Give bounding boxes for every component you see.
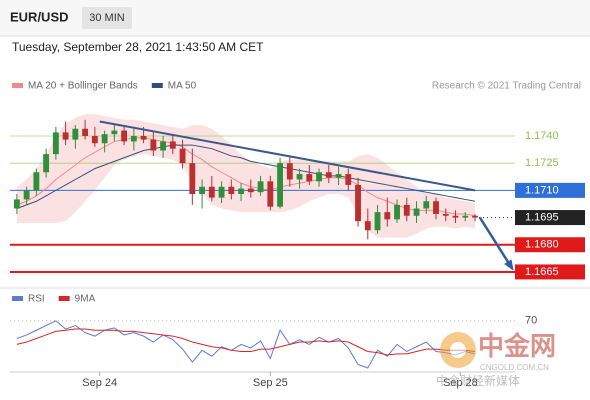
candle-body (228, 186, 235, 194)
candle-body (208, 186, 215, 198)
candle-body (355, 184, 361, 222)
watermark-name: 中金网 (478, 331, 556, 361)
candle-body (72, 128, 79, 140)
rsi-tick-label: 70 (525, 315, 537, 327)
moving-average (16, 144, 476, 209)
candle-body (462, 215, 469, 218)
candle-body (374, 212, 381, 231)
candle-body (277, 163, 283, 207)
rsi-line (16, 328, 476, 356)
timeframe: 30 MIN (89, 12, 125, 24)
candle-body (101, 134, 108, 144)
candle-body (306, 174, 313, 182)
level-label: 1.1665 (525, 266, 559, 278)
candle-body (452, 215, 459, 218)
candle-body (247, 188, 254, 193)
candle-body (316, 172, 322, 182)
level-label: 1.1710 (525, 184, 559, 196)
candle-body (325, 172, 332, 178)
subtitle: Tuesday, September 28, 2021 1:43:50 AM C… (12, 40, 264, 54)
candle-body (82, 128, 89, 136)
level-label: 1.1680 (525, 239, 559, 251)
legend-swatch (151, 83, 163, 88)
candle-body (364, 221, 371, 231)
candle-body (433, 201, 439, 214)
candle-body (267, 181, 274, 207)
legend-swatch (58, 296, 70, 301)
candle-body (189, 163, 196, 194)
legend-swatch (12, 83, 23, 88)
candle-body (52, 132, 59, 155)
candle-body (121, 130, 128, 142)
level-label: 1.1695 (525, 211, 559, 223)
legend-label: MA 20 + Bollinger Bands (28, 81, 138, 92)
candle-body (218, 186, 225, 198)
candle-body (160, 141, 167, 151)
candle-body (442, 213, 449, 216)
candle-body (33, 172, 40, 191)
candle-body (62, 132, 69, 140)
candle-body (345, 174, 352, 185)
candle-body (199, 186, 206, 194)
forecast-arrow (478, 216, 514, 269)
level-label: 1.1740 (525, 130, 559, 142)
candle-body (23, 190, 30, 200)
chart-title: EUR/USD (10, 9, 69, 24)
level-box (515, 182, 585, 198)
watermark-logo-inner (450, 342, 466, 358)
candle-body (238, 188, 244, 194)
candle-body (423, 201, 430, 209)
candle-body (472, 215, 478, 218)
candle-body (130, 136, 137, 142)
candle-body (91, 136, 98, 144)
watermark: 中金网 CNGOLD.COM.CN 中金财经新媒体 (436, 331, 556, 388)
level-box (515, 264, 585, 280)
timeframe-box (82, 7, 132, 29)
candle-body (296, 174, 303, 180)
candle-body (394, 204, 400, 220)
level-label: 1.1725 (525, 157, 559, 169)
legend-label: 9MA (75, 294, 96, 305)
watermark-slogan: 中金财经新媒体 (436, 373, 520, 388)
legend-swatch (12, 296, 23, 301)
x-tick-label: Sep 28 (443, 377, 478, 389)
watermark-site: CNGOLD.COM.CN (480, 363, 549, 372)
candle-body (179, 148, 186, 164)
candle-body (111, 130, 118, 135)
candle-body (140, 136, 147, 140)
candle-body (257, 181, 264, 193)
candle-body (169, 141, 176, 149)
candle-body (150, 139, 157, 151)
source: Research © 2021 Trading Central (432, 81, 581, 92)
candle-body (335, 174, 342, 178)
candle-body (403, 204, 410, 216)
level-box (515, 210, 585, 226)
trendline (99, 120, 476, 192)
candle-body (13, 199, 20, 209)
candle-body (286, 163, 293, 180)
legend-label: RSI (28, 294, 45, 305)
level-box (515, 237, 585, 253)
x-tick-label: Sep 25 (253, 377, 288, 389)
rsi-line (16, 320, 476, 369)
arrow-head (504, 259, 514, 271)
x-tick-label: Sep 24 (82, 377, 117, 389)
candle-body (43, 154, 50, 173)
candle-body (384, 212, 391, 220)
legend-label: MA 50 (168, 81, 197, 92)
candle-body (413, 208, 420, 216)
